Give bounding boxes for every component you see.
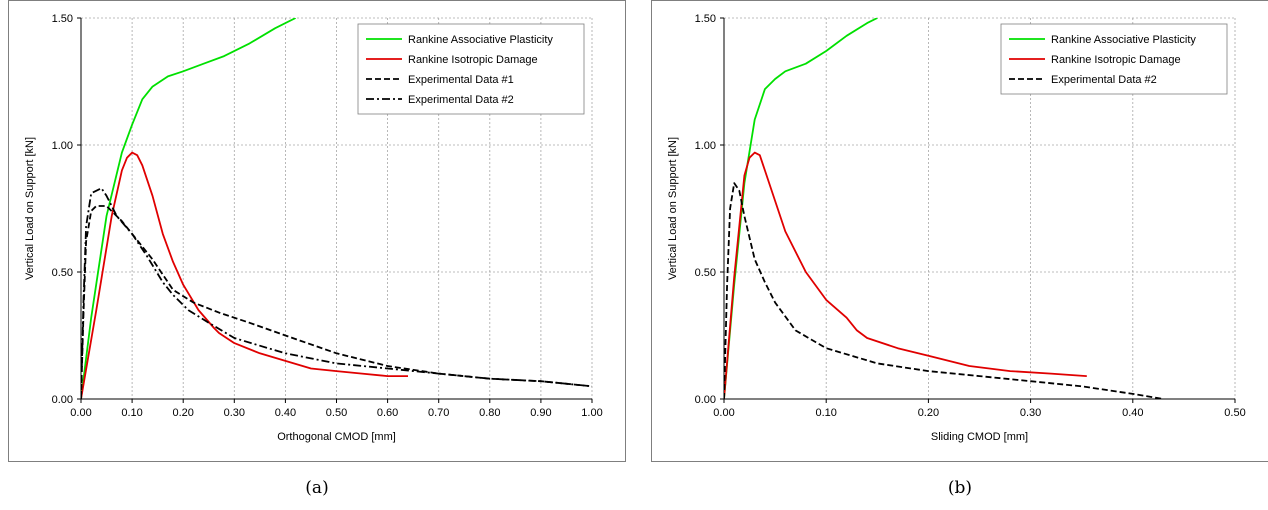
- series-line-3: [81, 205, 592, 399]
- legend-label: Experimental Data #2: [408, 94, 514, 106]
- x-tick-label: 0.20: [172, 407, 193, 419]
- x-tick-label: 0.90: [530, 407, 551, 419]
- y-axis-title: Vertical Load on Support [kN]: [24, 137, 36, 280]
- x-tick-label: 0.30: [1020, 407, 1041, 419]
- caption-b: (b): [947, 478, 973, 498]
- x-tick-label: 0.00: [70, 407, 91, 419]
- x-tick-label: 0.50: [1224, 407, 1245, 419]
- x-axis-title: Orthogonal CMOD [mm]: [277, 431, 396, 443]
- x-tick-label: 0.80: [479, 407, 500, 419]
- x-tick-label: 0.00: [713, 407, 734, 419]
- legend-label: Experimental Data #2: [1051, 74, 1157, 86]
- x-tick-label: 0.20: [918, 407, 939, 419]
- grid-lines: [724, 17, 1236, 399]
- y-tick-label: 0.00: [695, 394, 716, 406]
- y-tick-label: 1.50: [695, 13, 716, 25]
- chart-panel-a: 0.00 0.10 0.20 0.30 0.40 0.50 0.60 0.70 0.80 0.90…: [8, 0, 626, 462]
- chart-a-svg: 0.00 0.10 0.20 0.30 0.40 0.50 0.60 0.70 0.80 0.90…: [24, 13, 603, 443]
- y-tick-label: 0.50: [695, 267, 716, 279]
- y-tick-label: 1.00: [695, 140, 716, 152]
- x-tick-label: 1.00: [581, 407, 602, 419]
- y-tick-label: 0.50: [52, 267, 73, 279]
- y-tick-label: 0.00: [52, 394, 73, 406]
- y-tick-label: 1.50: [52, 13, 73, 25]
- x-tick-label: 0.40: [275, 407, 296, 419]
- series-line-3: [724, 182, 1164, 399]
- x-tick-label: 0.10: [121, 407, 142, 419]
- x-tick-label: 0.50: [326, 407, 347, 419]
- y-axis-title: Vertical Load on Support [kN]: [667, 137, 679, 280]
- series-group: [81, 18, 592, 399]
- x-axis-title: Sliding CMOD [mm]: [931, 431, 1028, 443]
- legend: Rankine Associative Plasticity Rankine Is…: [357, 23, 585, 115]
- legend-label: Rankine Associative Plasticity: [408, 34, 553, 46]
- legend: Rankine Associative Plasticity Rankine Is…: [1000, 23, 1228, 95]
- legend-label: Experimental Data #1: [408, 74, 514, 86]
- x-tick-label: 0.70: [428, 407, 449, 419]
- x-tick-label: 0.30: [224, 407, 245, 419]
- y-tick-label: 1.00: [52, 140, 73, 152]
- x-tick-label: 0.40: [1122, 407, 1143, 419]
- chart-panel-b: 0.00 0.10 0.20 0.30 0.40 0.50 0.00 0.50 1.00 1.50…: [651, 0, 1268, 462]
- x-tick-label: 0.60: [377, 407, 398, 419]
- series-line-1: [724, 18, 878, 399]
- x-tick-label: 0.10: [815, 407, 836, 419]
- series-line-4: [81, 187, 592, 399]
- series-group: [724, 18, 1164, 399]
- legend-label: Rankine Isotropic Damage: [1051, 54, 1181, 66]
- series-line-1: [81, 18, 297, 399]
- caption-a: (a): [305, 478, 329, 498]
- legend-label: Rankine Associative Plasticity: [1051, 34, 1196, 46]
- chart-b-svg: 0.00 0.10 0.20 0.30 0.40 0.50 0.00 0.50 1.00 1.50…: [667, 13, 1246, 443]
- series-line-2: [724, 151, 1087, 399]
- legend-label: Rankine Isotropic Damage: [408, 54, 538, 66]
- series-line-2: [81, 151, 408, 399]
